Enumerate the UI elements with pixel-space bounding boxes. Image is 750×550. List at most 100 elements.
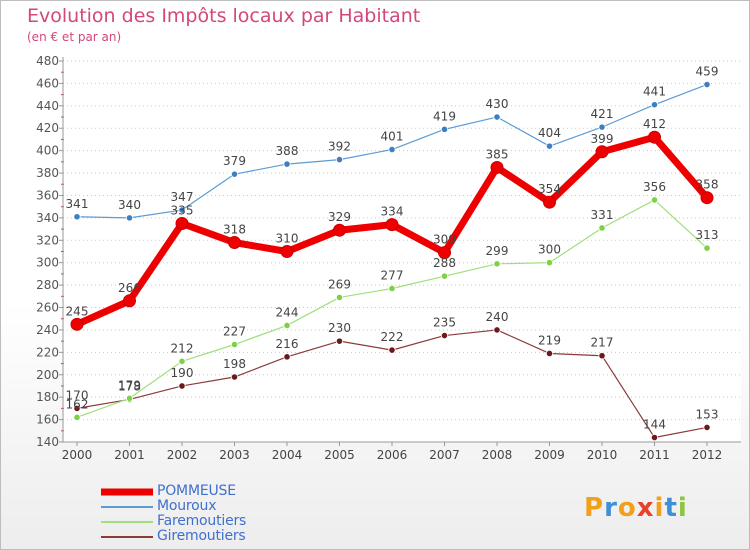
data-point-mouroux [440, 125, 449, 133]
data-label-giremoutiers: 230 [328, 321, 351, 335]
data-label-pommeuse: 354 [538, 182, 561, 196]
data-point-mouroux [283, 160, 291, 168]
data-label-pommeuse: 335 [171, 203, 194, 217]
y-tick-label: 460 [36, 76, 59, 90]
data-point-faremoutiers [650, 196, 659, 204]
data-point-faremoutiers [73, 413, 81, 421]
legend-label-faremoutiers: Faremoutiers [157, 513, 247, 529]
data-point-faremoutiers [440, 272, 449, 280]
data-point-mouroux [125, 214, 134, 222]
y-tick-label: 280 [36, 278, 59, 292]
legend-swatch-pommeuse [101, 488, 153, 495]
data-point-faremoutiers [230, 340, 239, 349]
legend-label-mouroux: Mouroux [157, 498, 217, 514]
data-label-mouroux: 347 [171, 190, 194, 204]
y-tick-label: 160 [36, 413, 59, 427]
y-tick-label: 360 [36, 188, 59, 202]
data-label-giremoutiers: 198 [223, 357, 246, 371]
logo-letter: t [664, 493, 678, 523]
legend-swatch-mouroux [101, 505, 153, 508]
data-label-giremoutiers: 153 [696, 407, 719, 421]
data-label-giremoutiers: 240 [486, 310, 509, 324]
data-label-pommeuse: 329 [328, 210, 351, 224]
y-tick-label: 340 [36, 211, 59, 225]
data-label-pommeuse: 266 [118, 281, 141, 295]
chart-title: Evolution des Impôts locaux par Habitant [27, 5, 421, 27]
data-point-mouroux [335, 156, 344, 164]
data-point-pommeuse [333, 223, 346, 237]
data-point-giremoutiers [388, 346, 396, 354]
data-point-giremoutiers [598, 352, 606, 360]
data-point-faremoutiers [493, 260, 501, 268]
x-tick-label: 2011 [639, 448, 670, 462]
y-tick-label: 140 [36, 435, 59, 449]
logo-letter: i [654, 493, 665, 523]
data-point-giremoutiers [178, 382, 186, 390]
legend-label-pommeuse: POMMEUSE [157, 483, 236, 499]
data-point-faremoutiers [335, 293, 344, 302]
data-point-giremoutiers [493, 326, 501, 334]
data-label-pommeuse: 318 [223, 223, 246, 237]
y-tick-label: 240 [36, 323, 59, 337]
data-label-pommeuse: 310 [276, 232, 299, 246]
data-point-mouroux [545, 142, 554, 150]
data-point-mouroux [73, 213, 81, 221]
data-label-giremoutiers: 235 [433, 316, 456, 330]
data-label-pommeuse: 385 [486, 147, 509, 161]
y-tick-label: 180 [36, 390, 59, 404]
logo-letter: P [584, 493, 605, 523]
data-point-mouroux [230, 170, 239, 178]
data-label-mouroux: 441 [643, 85, 666, 99]
data-point-pommeuse [648, 130, 661, 144]
data-point-mouroux [598, 123, 606, 131]
x-tick-label: 2002 [167, 448, 198, 462]
data-label-pommeuse: 399 [591, 132, 614, 146]
data-label-giremoutiers: 144 [643, 418, 666, 432]
data-label-mouroux: 392 [328, 140, 351, 154]
data-label-mouroux: 340 [118, 198, 141, 212]
x-tick-label: 2003 [219, 448, 250, 462]
data-label-mouroux: 404 [538, 126, 561, 140]
data-point-pommeuse [70, 317, 84, 331]
data-point-pommeuse [175, 216, 189, 230]
data-point-giremoutiers [283, 353, 291, 361]
data-label-mouroux: 459 [696, 65, 719, 79]
data-point-mouroux [703, 80, 711, 89]
legend-item-mouroux: Mouroux [101, 498, 361, 514]
data-label-faremoutiers: 227 [223, 325, 246, 339]
legend-swatch-faremoutiers [101, 520, 153, 523]
data-point-giremoutiers [230, 373, 239, 381]
data-label-faremoutiers: 162 [66, 397, 89, 411]
data-point-giremoutiers [335, 337, 344, 345]
x-tick-label: 2009 [534, 448, 565, 462]
legend: POMMEUSE Mouroux Faremoutiers Giremoutie… [101, 483, 361, 544]
data-label-giremoutiers: 178 [118, 379, 141, 393]
y-tick-label: 480 [36, 54, 59, 68]
data-point-faremoutiers [283, 321, 291, 330]
data-label-giremoutiers: 217 [591, 336, 614, 350]
data-point-faremoutiers [388, 284, 396, 293]
y-tick-label: 380 [36, 166, 59, 180]
logo-letter: o [617, 493, 637, 523]
data-point-pommeuse [700, 191, 714, 205]
data-label-mouroux: 419 [433, 109, 456, 123]
data-point-pommeuse [595, 145, 609, 159]
data-label-giremoutiers: 190 [171, 366, 194, 380]
legend-item-pommeuse: POMMEUSE [101, 483, 361, 499]
data-label-faremoutiers: 313 [696, 228, 719, 242]
y-tick-label: 320 [36, 233, 59, 247]
x-tick-label: 2010 [587, 448, 618, 462]
y-tick-label: 300 [36, 256, 59, 270]
data-point-faremoutiers [125, 394, 134, 402]
data-point-faremoutiers [545, 259, 554, 267]
logo-letter: r [604, 493, 618, 523]
data-label-pommeuse: 334 [381, 205, 404, 219]
data-label-faremoutiers: 331 [591, 208, 614, 222]
y-tick-label: 260 [36, 301, 59, 315]
x-tick-label: 2004 [272, 448, 303, 462]
data-label-mouroux: 421 [591, 107, 614, 121]
legend-item-giremoutiers: Giremoutiers [101, 528, 361, 544]
chart-subtitle: (en € et par an) [27, 30, 122, 44]
y-tick-label: 440 [36, 99, 59, 113]
